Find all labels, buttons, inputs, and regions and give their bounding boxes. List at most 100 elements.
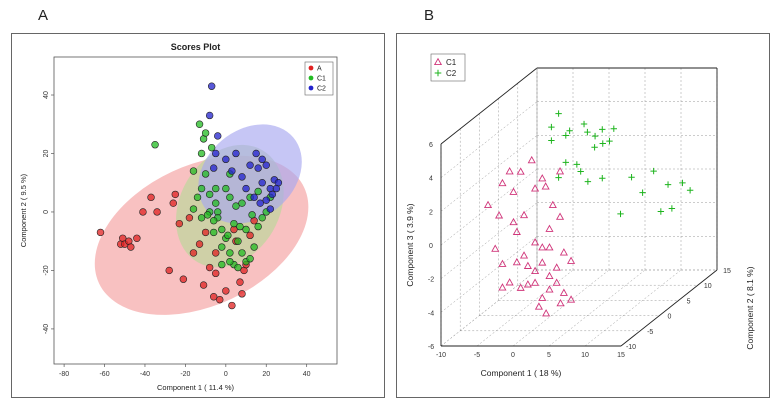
point-c1	[197, 149, 206, 158]
y-tick-label: 0	[43, 210, 50, 214]
x-axis-label: Component 1 ( 18 %)	[481, 368, 562, 378]
point-c1	[491, 244, 500, 252]
point-c1	[545, 271, 554, 280]
point-c1	[236, 222, 244, 231]
point-c1	[534, 302, 543, 310]
point-c2	[639, 189, 646, 196]
legend-marker-c1	[433, 57, 443, 66]
point-c1	[238, 199, 246, 207]
point-a	[189, 249, 198, 257]
point-c1	[559, 248, 568, 256]
point-c2	[258, 155, 266, 164]
point-c1	[254, 222, 262, 231]
point-c1	[541, 182, 550, 190]
point-a	[153, 208, 161, 216]
axis-y	[620, 269, 718, 347]
plot-content	[94, 82, 309, 315]
legend-marker-c2	[308, 85, 314, 91]
panel-b-frame: -10 -5 0 5 10 15 -10 -5 0 5 10 15 -6 -4 -2 0 2 4 6 Componen…	[396, 33, 770, 398]
point-c1	[509, 217, 518, 226]
point-c1	[498, 178, 507, 187]
point-c1	[250, 243, 258, 251]
point-c2	[562, 132, 569, 139]
point-c1	[197, 214, 206, 222]
floor-grid-x	[584, 269, 682, 347]
x-tick-label: -5	[474, 352, 480, 359]
side-wall-grid-z	[440, 168, 538, 246]
point-c1	[559, 288, 568, 296]
point-c1	[218, 260, 226, 269]
chart-title: Scores Plot	[171, 42, 221, 52]
y-tick-label: 10	[704, 283, 712, 290]
point-c1	[552, 263, 561, 271]
point-c1	[207, 143, 216, 152]
scores-plot: Scores Plot -80 -60 -40 -20 0 20 40 -40 -20 0 20 40 C…	[19, 42, 338, 392]
point-c2	[548, 123, 555, 131]
point-a	[201, 228, 210, 237]
floor-grid-x	[476, 269, 574, 347]
point-c1	[531, 238, 540, 246]
point-c2	[228, 167, 236, 175]
point-c2	[591, 144, 598, 151]
point-c2	[266, 205, 274, 213]
point-a	[195, 240, 204, 248]
point-c1	[538, 258, 547, 266]
side-wall-grid-z	[440, 101, 538, 178]
point-c2	[566, 127, 573, 134]
point-c1	[193, 193, 202, 202]
z-tick-label: -6	[428, 344, 434, 351]
z-axis-label: Component 3 ( 3.9 %)	[405, 203, 415, 286]
point-c1	[545, 285, 554, 293]
floor-grid-x	[512, 269, 610, 347]
x-tick-label: -60	[99, 371, 109, 378]
y-tick-label: -5	[647, 329, 653, 336]
z-tick-label: 0	[429, 243, 433, 250]
point-a	[228, 301, 236, 310]
point-c2	[555, 110, 562, 117]
point-c1	[197, 184, 206, 193]
point-c1	[519, 251, 529, 259]
point-c2	[664, 181, 672, 188]
point-c2	[258, 179, 266, 187]
point-c1	[238, 249, 246, 257]
legend-label-c2: C2	[446, 69, 457, 78]
side-wall-grid-z	[440, 135, 538, 212]
x-tick-label: 10	[581, 352, 589, 359]
point-c1	[234, 263, 242, 272]
point-c1	[226, 257, 234, 266]
point-c1	[555, 212, 565, 220]
point-a	[212, 249, 220, 257]
y-tick-label: -20	[43, 265, 50, 275]
legend-label-c1: C1	[317, 76, 326, 83]
point-c2	[205, 111, 214, 120]
legend-marker-c1	[308, 75, 314, 81]
point-c2	[657, 208, 665, 215]
point-c1	[538, 243, 547, 251]
x-tick-label: 0	[224, 371, 228, 378]
point-c1	[516, 283, 525, 291]
point-c1	[531, 184, 540, 192]
x-tick-label: -40	[140, 371, 150, 378]
x-tick-label: -80	[59, 371, 69, 378]
point-c2	[252, 149, 260, 158]
point-a	[199, 281, 208, 289]
point-c1	[209, 217, 218, 225]
point-c1	[201, 170, 210, 178]
point-a	[185, 214, 194, 222]
point-c1	[258, 214, 266, 222]
point-a	[236, 278, 244, 286]
point-c2	[584, 128, 591, 136]
point-a	[96, 228, 105, 237]
point-c2	[268, 190, 277, 199]
point-c1	[224, 231, 232, 240]
point-c1	[538, 293, 547, 301]
point-c2	[577, 168, 584, 175]
point-c1	[555, 167, 565, 175]
point-c1	[498, 283, 507, 291]
point-a	[147, 193, 155, 202]
point-a	[216, 295, 224, 304]
point-c1	[195, 120, 204, 128]
point-c2	[599, 126, 606, 133]
point-c2	[679, 179, 686, 187]
legend-box	[430, 53, 466, 82]
